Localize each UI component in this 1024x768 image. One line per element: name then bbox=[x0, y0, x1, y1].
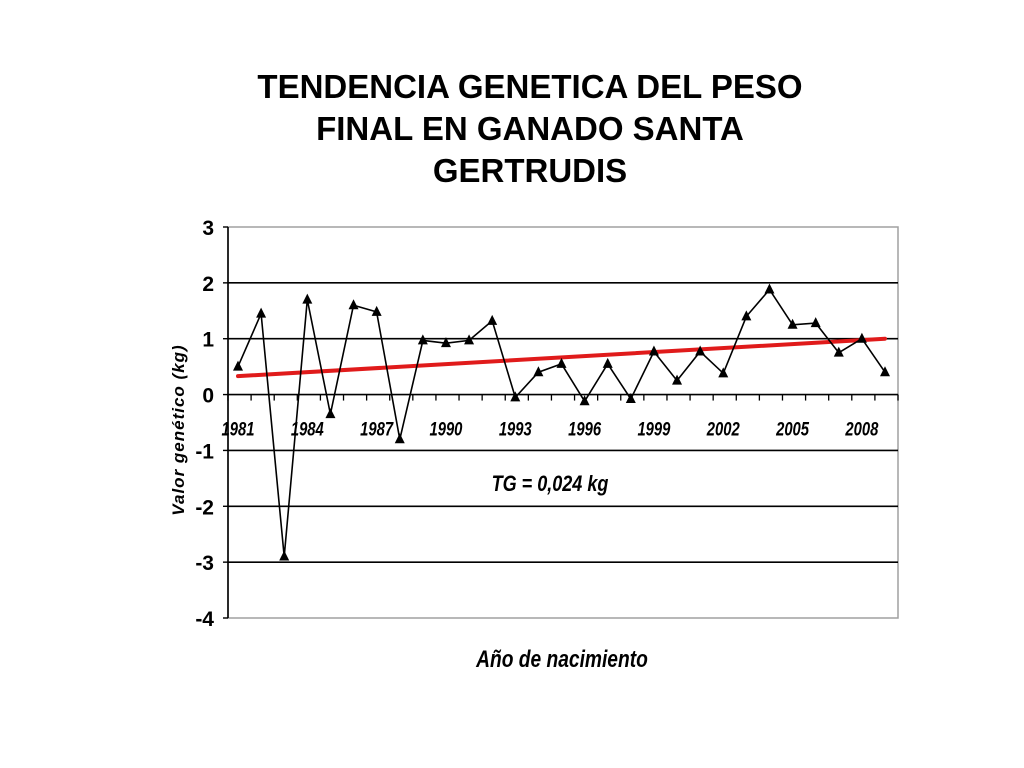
data-point bbox=[440, 337, 451, 348]
x-tick-label: 1984 bbox=[291, 419, 324, 440]
data-point bbox=[718, 367, 729, 378]
data-point bbox=[464, 334, 475, 345]
data-point bbox=[741, 310, 752, 321]
y-tick-label: -4 bbox=[195, 608, 214, 631]
data-point bbox=[233, 360, 243, 371]
y-tick-label: 3 bbox=[202, 217, 214, 240]
y-tick-label: 0 bbox=[202, 385, 214, 408]
y-tick-label: 2 bbox=[202, 273, 214, 296]
x-tick-label: 2002 bbox=[706, 419, 740, 440]
title-line-1: TENDENCIA GENETICA DEL PESO bbox=[257, 68, 803, 105]
data-point bbox=[556, 357, 567, 368]
data-point bbox=[695, 345, 706, 356]
data-point bbox=[810, 317, 821, 328]
data-point bbox=[880, 366, 890, 377]
data-point bbox=[279, 550, 290, 561]
y-tick-label: -2 bbox=[195, 496, 214, 519]
x-tick-label: 1987 bbox=[360, 419, 394, 440]
x-tick-label: 2005 bbox=[775, 419, 809, 440]
data-point bbox=[371, 305, 382, 316]
data-point bbox=[764, 283, 775, 294]
data-point bbox=[510, 391, 521, 402]
data-point bbox=[856, 332, 867, 343]
x-tick-label: 2008 bbox=[845, 419, 879, 440]
trend-line bbox=[236, 336, 887, 379]
title-line-2: FINAL EN GANADO SANTA bbox=[316, 110, 744, 147]
x-tick-label: 1990 bbox=[429, 419, 462, 440]
x-tick-label: 1993 bbox=[499, 419, 532, 440]
x-axis-label: Año de nacimiento bbox=[475, 645, 648, 673]
chart-title: TENDENCIA GENETICA DEL PESO FINAL EN GAN… bbox=[180, 66, 880, 192]
trend-annotation: TG = 0,024 kg bbox=[492, 472, 609, 496]
data-point bbox=[256, 307, 267, 318]
x-tick-label: 1999 bbox=[637, 419, 670, 440]
y-tick-label: -3 bbox=[195, 552, 214, 575]
title-line-3: GERTRUDIS bbox=[432, 152, 628, 189]
data-point bbox=[394, 433, 405, 444]
data-point bbox=[625, 393, 636, 404]
data-point bbox=[787, 318, 798, 329]
data-point bbox=[325, 408, 336, 419]
x-tick-label: 1996 bbox=[568, 419, 601, 440]
data-point bbox=[348, 299, 359, 310]
data-point bbox=[648, 345, 659, 356]
data-point bbox=[579, 395, 590, 406]
data-point bbox=[302, 293, 313, 304]
data-point bbox=[602, 357, 613, 368]
data-point bbox=[833, 346, 844, 357]
data-point bbox=[417, 334, 428, 345]
x-tick-label: 1981 bbox=[222, 419, 255, 440]
y-tick-label: 1 bbox=[202, 329, 214, 352]
data-point bbox=[672, 374, 683, 385]
y-tick-label: -1 bbox=[195, 440, 214, 463]
data-point bbox=[487, 314, 498, 325]
y-axis-label: Valor genético (kg) bbox=[169, 344, 188, 515]
data-point bbox=[533, 366, 544, 377]
